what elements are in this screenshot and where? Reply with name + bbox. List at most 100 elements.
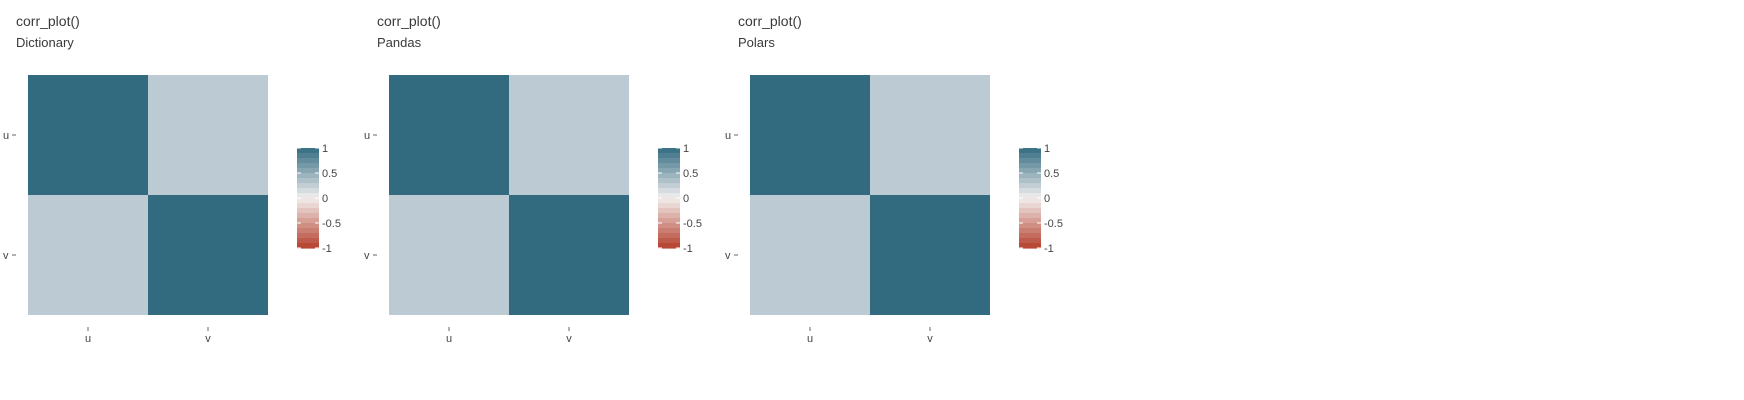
legend-tick-label: 0 xyxy=(322,193,328,205)
legend-color-step xyxy=(1019,148,1041,154)
legend-color-step xyxy=(297,233,319,239)
legend-tick-label: -1 xyxy=(1044,243,1054,255)
x-tick-label: u xyxy=(807,333,813,345)
heatmap-cell-u-v xyxy=(509,75,629,195)
legend-color-step xyxy=(658,198,680,204)
legend-color-step xyxy=(1019,218,1041,224)
legend-tick-label: 1 xyxy=(1044,143,1050,155)
legend-color-step xyxy=(297,213,319,219)
legend-color-step xyxy=(297,193,319,199)
legend-tick-label: 1 xyxy=(683,143,689,155)
x-tick-label: v xyxy=(927,333,933,345)
legend-tick-label: 1 xyxy=(322,143,328,155)
legend-color-step xyxy=(1019,208,1041,214)
legend-color-step xyxy=(658,243,680,249)
legend-color-step xyxy=(1019,193,1041,199)
legend-color-step xyxy=(658,168,680,174)
heatmap-cell-u-v xyxy=(148,75,268,195)
legend-color-step xyxy=(297,203,319,209)
legend-color-step xyxy=(658,173,680,179)
legend-color-step xyxy=(297,243,319,249)
heatmap-cell-u-u xyxy=(28,75,148,195)
heatmap-cell-v-u xyxy=(389,195,509,315)
legend-color-step xyxy=(1019,183,1041,189)
heatmap-cell-v-v xyxy=(870,195,990,315)
legend-color-step xyxy=(658,163,680,169)
legend-color-step xyxy=(1019,238,1041,244)
heatmap-panel-dictionary: corr_plot() Dictionary u v u v 1 0.5 0 -0.5 -1 xyxy=(0,0,360,400)
legend-color-step xyxy=(1019,163,1041,169)
legend-color-step xyxy=(1019,223,1041,229)
heatmap-cell-v-v xyxy=(509,195,629,315)
heatmap-panel-polars: corr_plot() Polars u v u v 1 0.5 0 -0.5 -1 xyxy=(722,0,1082,400)
chart-subtitle: Dictionary xyxy=(16,35,74,50)
y-tick-label: v xyxy=(3,250,9,262)
legend-color-step xyxy=(297,178,319,184)
legend-tick-label: -0.5 xyxy=(683,218,702,230)
heatmap-cell-v-u xyxy=(750,195,870,315)
legend-color-step xyxy=(297,168,319,174)
legend-color-step xyxy=(1019,243,1041,249)
chart-title: corr_plot() xyxy=(738,13,802,29)
chart-subtitle: Pandas xyxy=(377,35,422,50)
legend-color-step xyxy=(297,208,319,214)
legend-color-step xyxy=(1019,188,1041,194)
legend-color-step xyxy=(297,173,319,179)
heatmap-cell-u-u xyxy=(750,75,870,195)
heatmap-cell-v-v xyxy=(148,195,268,315)
legend-tick-label: -1 xyxy=(322,243,332,255)
x-tick-label: u xyxy=(446,333,452,345)
legend-color-step xyxy=(658,148,680,154)
heatmap-svg: u v u v 1 0.5 0 -0.5 -1 xyxy=(364,75,702,345)
legend-color-step xyxy=(297,153,319,159)
x-tick-label: v xyxy=(205,333,211,345)
legend-color-step xyxy=(658,228,680,234)
legend-color-step xyxy=(297,163,319,169)
legend-color-step xyxy=(1019,228,1041,234)
y-tick-label: u xyxy=(364,130,370,142)
legend-color-step xyxy=(658,193,680,199)
legend-tick-label: -1 xyxy=(683,243,693,255)
legend-color-step xyxy=(297,228,319,234)
legend-tick-label: 0 xyxy=(1044,193,1050,205)
legend-color-step xyxy=(658,188,680,194)
heatmap-cell-v-u xyxy=(28,195,148,315)
y-tick-label: u xyxy=(3,130,9,142)
legend-color-step xyxy=(658,158,680,164)
legend-color-step xyxy=(1019,233,1041,239)
heatmap-panel-pandas: corr_plot() Pandas u v u v 1 0.5 0 -0.5 -1 xyxy=(361,0,721,400)
chart-title: corr_plot() xyxy=(16,13,80,29)
heatmap-cell-u-v xyxy=(870,75,990,195)
legend-color-step xyxy=(1019,153,1041,159)
legend-color-step xyxy=(297,198,319,204)
legend-color-step xyxy=(658,223,680,229)
legend-color-step xyxy=(658,218,680,224)
legend-color-step xyxy=(658,183,680,189)
legend-color-step xyxy=(1019,168,1041,174)
legend-color-step xyxy=(1019,213,1041,219)
y-tick-label: u xyxy=(725,130,731,142)
legend-tick-label: 0.5 xyxy=(683,168,698,180)
legend-color-step xyxy=(297,218,319,224)
legend-color-step xyxy=(297,148,319,154)
legend-color-step xyxy=(1019,173,1041,179)
legend-color-step xyxy=(297,238,319,244)
legend-color-step xyxy=(658,233,680,239)
legend-color-step xyxy=(1019,178,1041,184)
legend-color-step xyxy=(1019,203,1041,209)
legend-color-step xyxy=(1019,198,1041,204)
legend-color-step xyxy=(658,208,680,214)
heatmap-svg: u v u v 1 0.5 0 -0.5 -1 xyxy=(725,75,1063,345)
legend-tick-label: 0.5 xyxy=(322,168,337,180)
legend-color-step xyxy=(297,183,319,189)
heatmap-cell-u-u xyxy=(389,75,509,195)
legend-color-step xyxy=(297,188,319,194)
legend-color-step xyxy=(297,223,319,229)
x-tick-label: u xyxy=(85,333,91,345)
legend-tick-label: 0 xyxy=(683,193,689,205)
legend-color-step xyxy=(297,158,319,164)
legend-color-step xyxy=(658,238,680,244)
legend-tick-label: -0.5 xyxy=(1044,218,1063,230)
legend-color-step xyxy=(658,178,680,184)
legend-tick-label: -0.5 xyxy=(322,218,341,230)
